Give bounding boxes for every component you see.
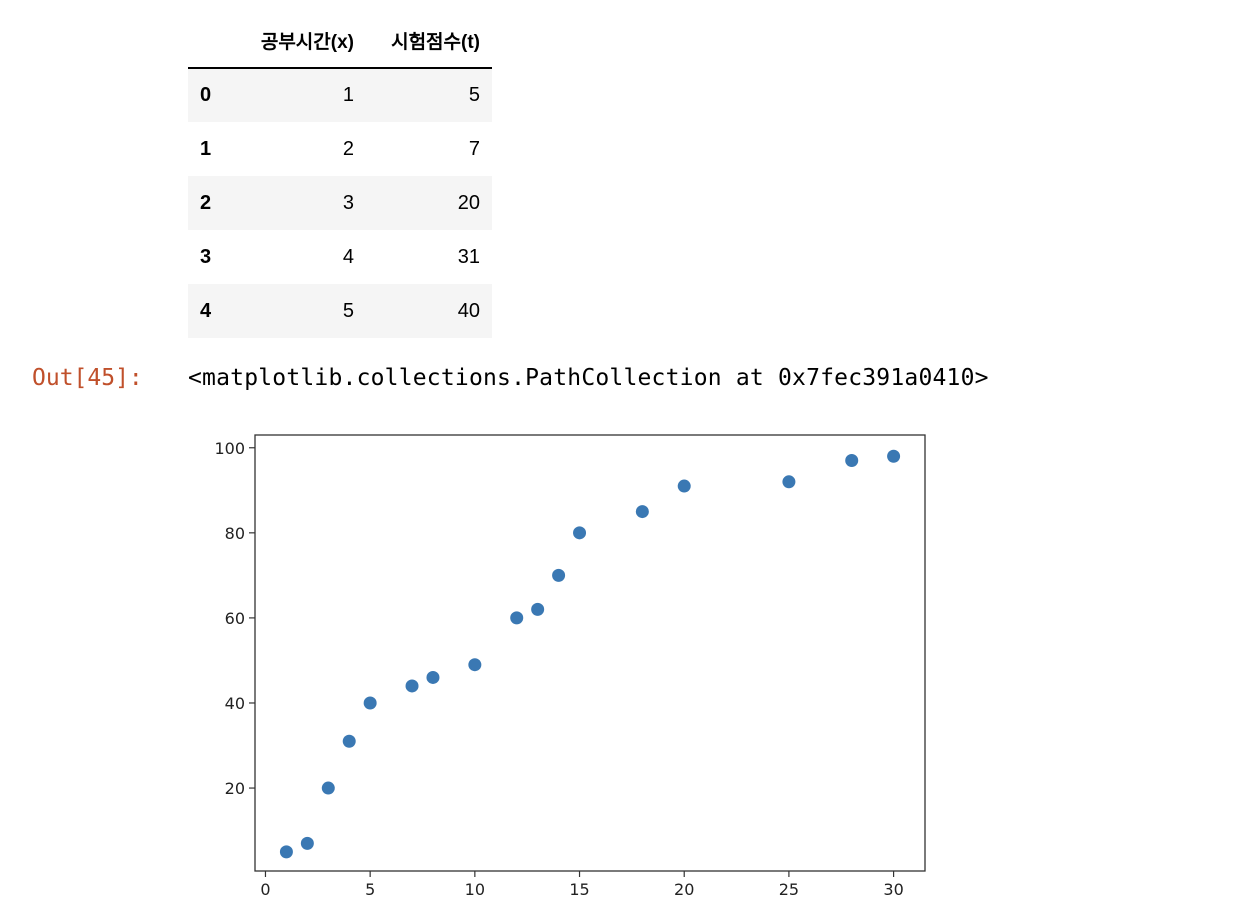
table-row: 4 5 40 bbox=[188, 284, 492, 338]
output-repr-text: <matplotlib.collections.PathCollection a… bbox=[188, 365, 989, 391]
scatter-point bbox=[468, 658, 482, 672]
x-tick-label: 10 bbox=[465, 880, 485, 899]
scatter-point bbox=[342, 734, 356, 748]
scatter-point bbox=[426, 670, 440, 684]
row-index: 3 bbox=[200, 245, 212, 268]
scatter-point bbox=[677, 479, 691, 493]
x-tick-label: 25 bbox=[779, 880, 799, 899]
x-tick-label: 30 bbox=[883, 880, 903, 899]
table-row: 1 2 7 bbox=[188, 122, 492, 176]
scatter-point bbox=[300, 836, 314, 850]
y-tick-label: 20 bbox=[225, 779, 245, 798]
scatter-point bbox=[405, 679, 419, 693]
cell-x: 5 bbox=[342, 299, 354, 322]
cell-t: 40 bbox=[457, 299, 480, 322]
table-header-row: 공부시간(x) 시험점수(t) bbox=[188, 14, 492, 69]
column-header-x: 공부시간(x) bbox=[240, 14, 366, 69]
row-index: 2 bbox=[200, 191, 212, 214]
x-tick-label: 5 bbox=[365, 880, 375, 899]
y-tick-label: 80 bbox=[225, 524, 245, 543]
cell-x: 2 bbox=[342, 137, 354, 160]
plot-area: 0 5 10 15 20 25 30 20 40 60 80 100 bbox=[214, 434, 926, 899]
row-index: 1 bbox=[200, 137, 212, 160]
cell-x: 3 bbox=[342, 191, 354, 214]
table-row: 2 3 20 bbox=[188, 176, 492, 230]
table-row: 0 1 5 bbox=[188, 68, 492, 122]
cell-t: 31 bbox=[457, 245, 480, 268]
scatter-point bbox=[363, 696, 377, 710]
scatter-point bbox=[635, 505, 649, 519]
cell-x: 4 bbox=[342, 245, 354, 268]
row-index: 4 bbox=[200, 299, 212, 322]
x-tick-label: 0 bbox=[260, 880, 270, 899]
scatter-point bbox=[531, 602, 545, 616]
scatter-point bbox=[321, 781, 335, 795]
row-index: 0 bbox=[200, 84, 212, 106]
scatter-point bbox=[552, 568, 566, 582]
index-header bbox=[188, 14, 240, 69]
scatter-point bbox=[887, 449, 901, 463]
output-prompt: Out[45]: bbox=[32, 365, 143, 391]
cell-t: 20 bbox=[457, 191, 480, 214]
y-tick-label: 100 bbox=[214, 439, 245, 458]
scatter-point bbox=[279, 845, 293, 859]
cell-x: 1 bbox=[342, 84, 354, 106]
y-tick-label: 40 bbox=[225, 694, 245, 713]
scatter-point bbox=[782, 475, 796, 489]
y-tick-label: 60 bbox=[225, 609, 245, 628]
dataframe-table: 공부시간(x) 시험점수(t) 0 1 5 1 2 7 2 3 20 3 4 3… bbox=[188, 14, 492, 338]
x-tick-label: 15 bbox=[569, 880, 589, 899]
scatter-chart: 0 5 10 15 20 25 30 20 40 60 80 100 bbox=[214, 434, 926, 899]
x-tick-label: 20 bbox=[674, 880, 694, 899]
scatter-point bbox=[573, 526, 587, 540]
axes-frame bbox=[254, 434, 926, 872]
cell-t: 5 bbox=[468, 84, 480, 106]
column-header-t: 시험점수(t) bbox=[366, 14, 492, 69]
cell-t: 7 bbox=[468, 137, 480, 160]
table-row: 3 4 31 bbox=[188, 230, 492, 284]
scatter-point bbox=[845, 454, 859, 468]
scatter-point bbox=[510, 611, 524, 625]
